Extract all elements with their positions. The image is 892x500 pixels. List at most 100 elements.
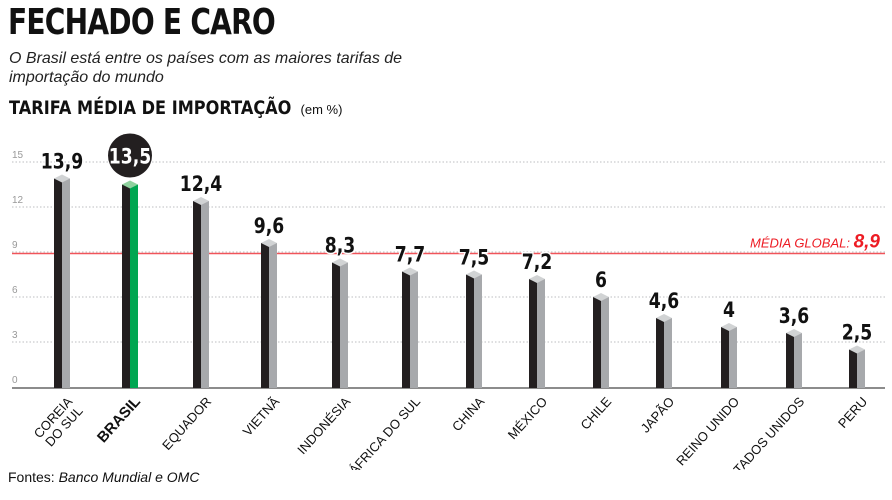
data-label: 13,5 [109,144,151,169]
x-tick-label-line: CHINA [449,394,487,434]
x-tick-label: ÁFRICA DO SUL [346,394,423,470]
x-tick-label: CHINA [449,394,487,434]
x-tick-label: MÉXICO [505,394,550,442]
x-tick-label-line: VIETNÃ [240,394,283,439]
bar-group: 12,4 EQUADOR [159,170,223,453]
bar-group: 2,5 PERU [835,318,874,431]
data-label: 7,7 [395,242,425,267]
x-tick-label-line: CHILE [577,394,614,433]
chart-unit: (em %) [300,102,343,117]
data-label: 8,3 [325,233,355,258]
bar-group: 13,5 BRASIL [94,133,152,446]
reference-label-text: MÉDIA GLOBAL: [750,236,854,251]
data-label: 13,9 [41,149,83,174]
bar-side [794,333,802,388]
bar-group: 4,6 JAPÃO [638,287,681,436]
bar-side [62,178,70,388]
x-tick-label-line: EQUADOR [159,394,214,453]
bar-group: 8,3 INDONÉSIA [294,231,356,457]
y-tick-label: 12 [12,195,24,206]
bar-top [193,197,209,205]
x-tick-label-line: BRASIL [94,393,144,446]
bar-top [656,314,672,322]
x-tick-label-line: MÉXICO [505,394,550,442]
bar-side [664,318,672,388]
data-label: 6 [595,267,607,292]
bar-top [122,180,138,189]
bar-group: 7,2 MÉXICO [505,248,554,442]
bar-group: 6 CHILE [577,266,614,433]
reference-value: 8,9 [854,232,881,253]
x-tick-label: BRASIL [94,393,144,446]
x-tick-label: EQUADOR [159,394,214,453]
bar [466,274,474,388]
data-label: 9,6 [254,213,284,238]
bar-top [402,267,418,276]
bar [849,349,857,388]
bar [656,318,664,388]
y-tick-label: 15 [12,150,24,161]
reference-label: MÉDIA GLOBAL: 8,9 [750,232,880,253]
bar-top [466,270,482,279]
bar-group: 13,9 COREIADO SUL [31,147,86,451]
data-label: 4 [723,297,735,322]
bar-side [130,184,138,388]
x-tick-label: COREIADO SUL [31,394,86,451]
bar [122,184,130,388]
bar-side [537,279,545,388]
y-tick-label: 6 [12,285,18,296]
bar-chart: 0 3 6 9 12 15 MÉDIA GLOBAL: 8,9 13,9 COREIADO SU… [12,133,885,470]
y-tick-label: 3 [12,330,18,341]
x-tick-label: INDONÉSIA [294,394,353,457]
bar [529,279,537,388]
bar-top [261,239,277,247]
source-label: Fontes: [8,469,55,485]
x-tick-label-line: JAPÃO [638,394,678,436]
bar [402,271,410,388]
bar [593,297,601,388]
bar-group: 4 REINO UNIDO [673,296,742,468]
highlight-badge [108,133,152,178]
bar [332,262,340,388]
bar [786,333,794,388]
data-label: 2,5 [842,320,872,345]
y-tick-label: 0 [12,375,18,386]
bar-side [601,297,609,388]
x-tick-label: CHILE [577,394,614,433]
bar [721,327,729,388]
data-label: 4,6 [649,288,679,313]
data-label: 7,2 [522,249,552,274]
x-tick-label-line: PERU [835,394,870,431]
bar [54,178,62,388]
bar-side [201,201,209,388]
source-text: Banco Mundial e OMC [58,469,200,485]
data-label: 7,5 [459,245,489,270]
bar-side [474,274,482,388]
x-tick-label-line: ÁFRICA DO SUL [346,394,423,470]
source-note: Fontes: Banco Mundial e OMC [8,469,199,485]
data-label: 12,4 [180,171,222,196]
bar-top [593,293,609,301]
bar-side [340,262,348,388]
bar-group: 7,5 CHINA [449,243,491,434]
bar-top [529,275,545,283]
bar-top [786,329,802,337]
x-tick-label: JAPÃO [638,394,678,436]
x-tick-label: PERU [835,394,870,431]
bar-side [857,349,865,388]
headline: FECHADO E CARO [8,2,276,43]
bar-group: 7,7 ÁFRICA DO SUL [346,240,427,470]
bar [193,201,201,388]
chart-title-text: TARIFA MÉDIA DE IMPORTAÇÃO [9,97,292,119]
chart-title: TARIFA MÉDIA DE IMPORTAÇÃO (em %) [9,97,342,120]
bar-group: 9,6 VIETNÃ [240,212,286,439]
x-tick-label: REINO UNIDO [673,394,742,468]
bar-top [54,174,70,183]
x-tick-label: VIETNÃ [240,394,283,439]
bar-top [849,345,865,354]
bar-top [332,258,348,267]
bar [261,243,269,388]
subtitle: O Brasil está entre os países com as mai… [9,50,403,86]
data-label: 3,6 [779,303,809,328]
bar-side [729,327,737,388]
